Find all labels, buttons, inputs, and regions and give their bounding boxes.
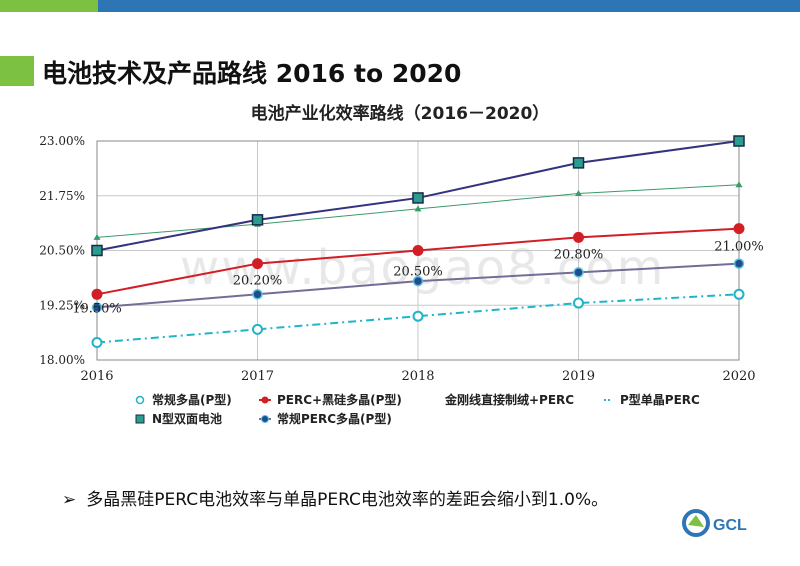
- data-point: [573, 297, 584, 309]
- y-tick-label: 23.00%: [39, 134, 85, 148]
- x-tick-label: 2019: [562, 369, 595, 384]
- data-point: [412, 310, 424, 322]
- x-tick-label: 2017: [241, 369, 274, 384]
- data-point: [573, 267, 584, 278]
- data-point: [91, 244, 103, 257]
- legend-marker: [261, 415, 269, 423]
- legend-label: P型单晶PERC: [620, 392, 700, 407]
- data-label: 21.00%: [714, 240, 764, 255]
- legend-marker: [261, 396, 269, 404]
- data-point: [412, 245, 424, 256]
- data-label: 19.50%: [72, 301, 122, 316]
- slide-title: 电池技术及产品路线 2016 to 2020: [42, 59, 462, 88]
- data-point: [251, 214, 264, 226]
- y-tick-label: 18.00%: [39, 353, 85, 367]
- data-point: [572, 157, 585, 169]
- data-point: [573, 231, 584, 243]
- x-tick-label: 2020: [722, 369, 755, 384]
- title-accent-block: [0, 56, 34, 86]
- data-point: [252, 258, 263, 270]
- data-point: [733, 258, 745, 269]
- legend-label: N型双面电池: [152, 411, 222, 426]
- y-tick-label: 19.25%: [39, 298, 85, 312]
- legend-marker: [135, 395, 145, 405]
- legend-marker: [135, 414, 145, 424]
- x-tick-label: 2018: [401, 369, 434, 384]
- data-label: 20.50%: [393, 265, 443, 280]
- data-point: [93, 233, 101, 240]
- x-tick-label: 2016: [80, 369, 113, 384]
- data-point: [91, 288, 103, 300]
- legend-label: PERC+黑硅多晶(P型): [277, 392, 402, 407]
- data-point: [252, 289, 263, 300]
- data-point: [91, 336, 103, 348]
- bullet-text: 多晶黑硅PERC电池效率与单晶PERC电池效率的差距会缩小到1.0%。: [86, 490, 609, 510]
- bullet-point: ➢ 多晶黑硅PERC电池效率与单晶PERC电池效率的差距会缩小到1.0%。: [62, 485, 608, 510]
- legend-label: 常规PERC多晶(P型): [277, 411, 392, 426]
- y-tick-label: 20.50%: [39, 244, 85, 258]
- data-point: [412, 192, 424, 204]
- data-point: [91, 302, 103, 313]
- legend-label: 金刚线直接制绒+PERC: [444, 392, 574, 407]
- data-point: [575, 190, 582, 197]
- data-label: 20.20%: [233, 274, 283, 289]
- logo-text: GCL: [713, 517, 747, 534]
- data-point: [252, 323, 263, 335]
- y-tick-label: 21.75%: [39, 189, 85, 203]
- data-point: [414, 205, 422, 212]
- data-point: [733, 135, 745, 147]
- data-point: [735, 181, 743, 188]
- data-label: 20.80%: [554, 247, 604, 262]
- top-green-bar: [0, 0, 98, 12]
- bullet-arrow-icon: ➢: [62, 490, 77, 510]
- gcl-logo: GCL: [682, 509, 747, 537]
- data-point: [733, 288, 745, 300]
- legend-label: 常规多晶(P型): [152, 392, 232, 407]
- data-point: [733, 223, 745, 235]
- chart-title: 电池产业化效率路线（2016－2020）: [250, 104, 550, 124]
- data-point: [412, 275, 424, 287]
- chart: 18.00% 19.25% 20.50% 21.75% 23.00% 2016 2017 20…: [39, 134, 764, 426]
- top-blue-bar: [98, 0, 800, 12]
